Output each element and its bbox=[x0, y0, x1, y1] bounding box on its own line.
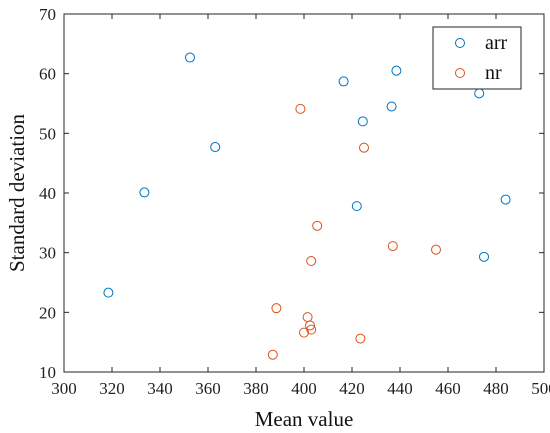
data-points bbox=[103, 52, 511, 360]
point-nr bbox=[387, 241, 398, 252]
point-nr bbox=[359, 142, 369, 153]
point-nr bbox=[431, 244, 441, 255]
legend-label-arr: arr bbox=[485, 32, 508, 54]
point-arr bbox=[474, 88, 485, 99]
x-tick-label: 460 bbox=[435, 379, 461, 398]
legend-marker-arr bbox=[455, 38, 465, 48]
point-nr bbox=[306, 256, 317, 267]
x-tick-label: 300 bbox=[51, 379, 77, 398]
point-nr bbox=[306, 324, 317, 335]
y-tick-label: 20 bbox=[39, 303, 56, 322]
y-tick-label: 10 bbox=[39, 363, 56, 382]
x-tick-label: 360 bbox=[195, 379, 221, 398]
y-tick-label: 30 bbox=[39, 244, 56, 263]
point-nr bbox=[355, 333, 366, 344]
point-arr bbox=[479, 251, 489, 262]
x-tick-label: 440 bbox=[387, 379, 413, 398]
point-nr bbox=[267, 349, 278, 360]
y-tick-label: 40 bbox=[39, 184, 56, 203]
y-tick-label: 60 bbox=[39, 65, 56, 84]
point-arr bbox=[103, 287, 114, 298]
x-tick-label: 400 bbox=[291, 379, 317, 398]
point-arr bbox=[500, 194, 511, 205]
x-tick-label: 340 bbox=[147, 379, 173, 398]
legend-label-nr: nr bbox=[485, 62, 502, 84]
point-arr bbox=[357, 116, 368, 127]
x-tick-label: 320 bbox=[99, 379, 125, 398]
point-nr bbox=[305, 320, 315, 331]
point-nr bbox=[295, 103, 306, 114]
legend-box bbox=[432, 26, 522, 90]
x-tick-label: 500 bbox=[531, 379, 550, 398]
axes: 300 320 340 360 380 400 420 440 460 480 500 10 20 30 4… bbox=[39, 5, 550, 398]
legend-marker-nr bbox=[455, 68, 465, 78]
point-arr bbox=[210, 142, 221, 153]
point-arr bbox=[351, 201, 362, 212]
point-arr bbox=[338, 76, 349, 87]
point-arr bbox=[185, 52, 195, 63]
point-arr bbox=[139, 187, 150, 198]
y-tick-label: 50 bbox=[39, 124, 56, 143]
point-nr bbox=[271, 303, 282, 314]
legend: arr nr bbox=[432, 26, 522, 90]
x-axis-title: Mean value bbox=[255, 407, 354, 431]
point-nr bbox=[302, 312, 313, 323]
y-tick-label: 70 bbox=[39, 5, 56, 24]
point-nr bbox=[312, 220, 323, 231]
point-arr bbox=[391, 65, 402, 76]
y-axis-title: Standard deviation bbox=[5, 113, 29, 272]
point-arr bbox=[386, 101, 397, 112]
x-tick-label: 380 bbox=[243, 379, 269, 398]
x-tick-label: 480 bbox=[483, 379, 509, 398]
point-nr bbox=[299, 327, 309, 338]
x-tick-label: 420 bbox=[339, 379, 365, 398]
